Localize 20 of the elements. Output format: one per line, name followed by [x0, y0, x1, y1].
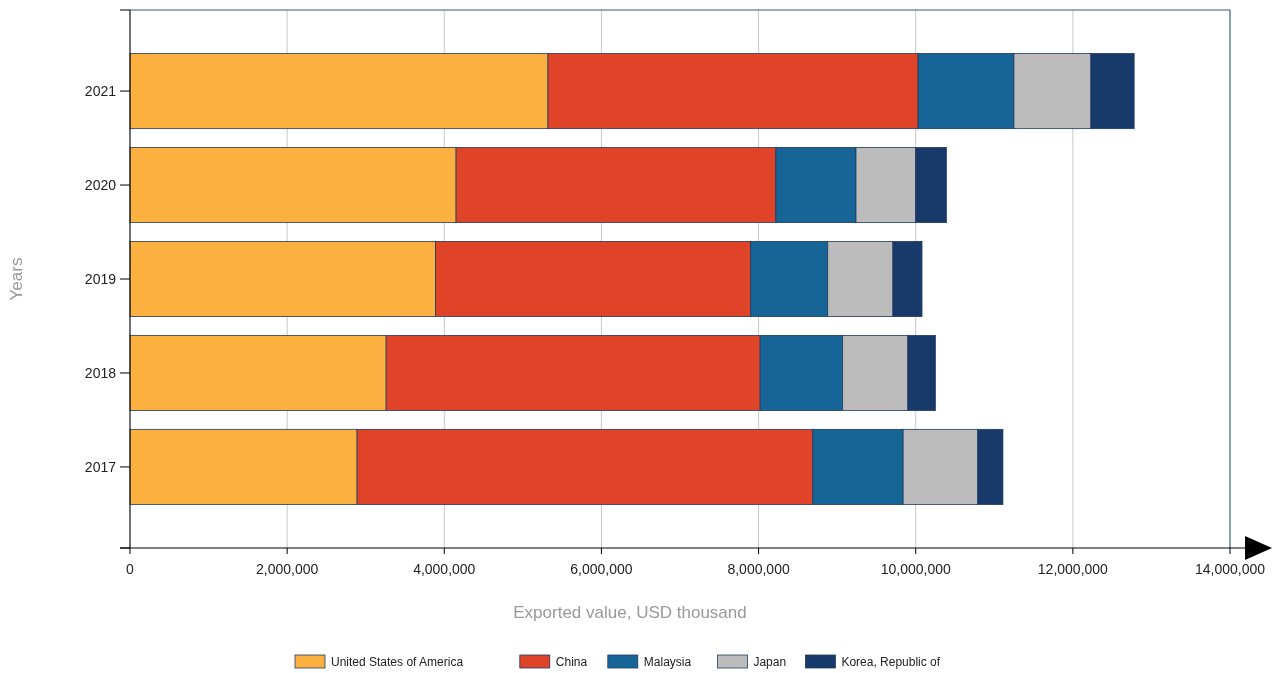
y-tick-label: 2018: [84, 364, 117, 381]
x-axis-title: Exported value, USD thousand: [513, 603, 747, 622]
x-tick-label: 2,000,000: [255, 561, 319, 577]
legend-label: United States of America: [331, 655, 464, 670]
y-axis-title: Years: [7, 257, 26, 301]
legend-label: China: [555, 655, 588, 670]
x-tick-label: 14,000,000: [1194, 561, 1266, 577]
y-tick-label: 2021: [84, 82, 117, 99]
y-tick-label: 2017: [84, 458, 117, 475]
x-tick-label: 12,000,000: [1037, 561, 1109, 577]
x-tick-label: 0: [126, 561, 135, 577]
x-tick-label: 8,000,000: [727, 561, 790, 577]
legend-label: Japan: [753, 655, 787, 670]
legend-label: Malaysia: [643, 655, 692, 670]
x-tick-label: 4,000,000: [413, 561, 476, 577]
x-tick-label: 10,000,000: [880, 561, 951, 577]
y-tick-label: 2020: [84, 176, 117, 193]
x-tick-label: 6,000,000: [570, 561, 633, 577]
y-tick-label: 2019: [84, 270, 117, 287]
legend-label: Korea, Republic of: [841, 655, 941, 670]
